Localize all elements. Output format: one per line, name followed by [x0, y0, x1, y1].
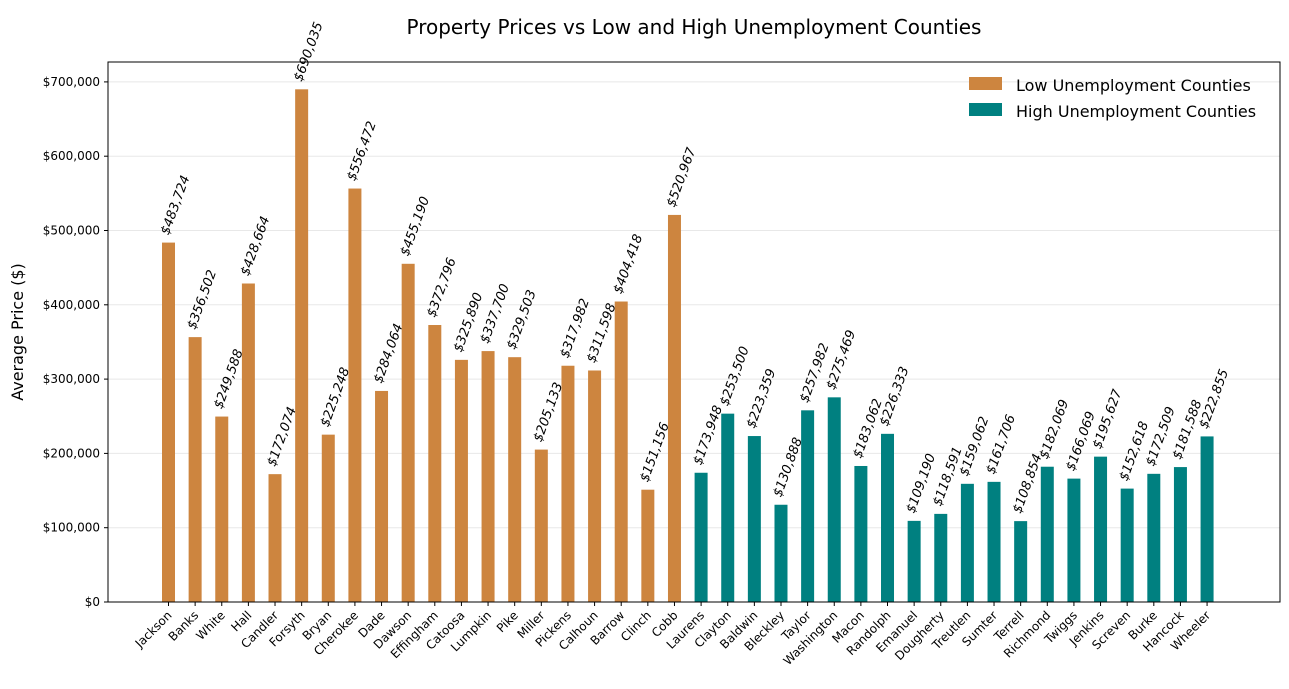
- chart-title: Property Prices vs Low and High Unemploy…: [407, 15, 982, 39]
- bar-taylor: [801, 410, 815, 602]
- y-tick-label: $300,000: [43, 372, 100, 386]
- bar-dougherty: [934, 513, 948, 602]
- bar-richmond: [1040, 466, 1054, 602]
- bar-randolph: [881, 433, 895, 602]
- y-tick-label: $100,000: [43, 521, 100, 535]
- legend: Low Unemployment Counties High Unemploym…: [969, 76, 1256, 121]
- bar-white: [215, 416, 229, 602]
- bar-forsyth: [295, 89, 309, 602]
- bar-hancock: [1173, 467, 1187, 602]
- bar-banks: [188, 337, 202, 602]
- bar-cherokee: [348, 188, 362, 602]
- bar-twiggs: [1067, 478, 1081, 602]
- legend-swatch-high: [969, 103, 1002, 116]
- bar-clinch: [641, 489, 655, 602]
- bar-treutlen: [960, 483, 974, 602]
- y-tick-label: $600,000: [43, 149, 100, 163]
- bar-washington: [827, 397, 841, 602]
- legend-label-low: Low Unemployment Counties: [1016, 76, 1251, 95]
- y-tick-label: $700,000: [43, 75, 100, 89]
- bar-emanuel: [907, 520, 921, 602]
- bar-macon: [854, 465, 868, 602]
- bar-cobb: [667, 214, 681, 603]
- y-tick-label: $0: [85, 595, 100, 609]
- legend-item-low: Low Unemployment Counties: [969, 76, 1251, 95]
- y-tick-label: $500,000: [43, 224, 100, 238]
- bar-jackson: [162, 242, 175, 602]
- y-tick-label: $400,000: [43, 298, 100, 312]
- y-axis-ticks: $0 $100,000 $200,000 $300,000 $400,000 $500,0…: [43, 75, 108, 609]
- bar-sumter: [987, 481, 1001, 602]
- bar-effingham: [428, 325, 442, 602]
- bar-pickens: [561, 365, 575, 602]
- y-tick-label: $200,000: [43, 446, 100, 460]
- bar-catoosa: [454, 359, 468, 602]
- bar-screven: [1120, 488, 1134, 602]
- plot-area-frame: [107, 61, 1281, 603]
- bar-dade: [375, 390, 389, 602]
- bar-burke: [1147, 473, 1161, 602]
- bar-bryan: [321, 434, 335, 602]
- legend-swatch-low: [969, 77, 1002, 90]
- legend-label-high: High Unemployment Counties: [1016, 102, 1256, 121]
- bar-clayton: [721, 413, 735, 602]
- y-axis-label: Average Price ($): [8, 263, 27, 401]
- bar-pike: [508, 357, 522, 602]
- bar-candler: [268, 474, 282, 602]
- bar-hall: [241, 283, 255, 602]
- legend-item-high: High Unemployment Counties: [969, 102, 1256, 121]
- bar-jenkins: [1094, 456, 1108, 602]
- bar-wheeler: [1200, 436, 1214, 602]
- bar-dawson: [401, 263, 415, 602]
- bar-laurens: [694, 472, 708, 602]
- bar-miller: [534, 449, 548, 602]
- bar-baldwin: [747, 436, 761, 602]
- bar-terrell: [1014, 521, 1028, 602]
- bar-lumpkin: [481, 351, 495, 602]
- bars: [162, 89, 1214, 603]
- bar-calhoun: [588, 370, 602, 602]
- bar-bleckley: [774, 504, 788, 602]
- bar-barrow: [614, 301, 628, 602]
